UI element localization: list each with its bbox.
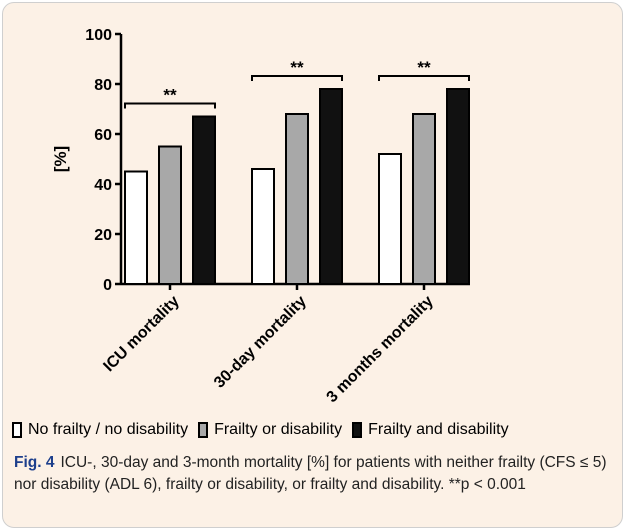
legend-label: Frailty or disability bbox=[214, 421, 343, 438]
significance-label: ** bbox=[417, 58, 431, 77]
bar bbox=[285, 113, 309, 285]
legend-item: Frailty or disability bbox=[198, 421, 342, 439]
significance-bracket bbox=[378, 75, 470, 81]
legend: No frailty / no disability Frailty or dis… bbox=[12, 419, 612, 441]
significance-bracket bbox=[251, 75, 343, 81]
legend-label: Frailty and disability bbox=[368, 421, 509, 438]
significance-label: ** bbox=[163, 86, 177, 105]
legend-item: Frailty and disability bbox=[352, 421, 509, 439]
figure-panel bbox=[2, 2, 623, 528]
x-tick-label: 3 months mortality bbox=[324, 293, 437, 406]
x-tick-label: ICU mortality bbox=[100, 293, 182, 375]
y-axis-label: [%] bbox=[51, 146, 70, 172]
bar bbox=[192, 115, 216, 285]
caption-text: ICU-, 30-day and 3-month mortality [%] f… bbox=[14, 454, 607, 493]
bar bbox=[412, 113, 436, 285]
bar bbox=[251, 168, 275, 285]
legend-label: No frailty / no disability bbox=[28, 421, 189, 438]
legend-swatch bbox=[12, 422, 22, 438]
y-tick-label: 80 bbox=[94, 77, 112, 94]
legend-item: No frailty / no disability bbox=[12, 421, 188, 439]
y-tick-label: 0 bbox=[103, 277, 112, 294]
significance-bracket bbox=[124, 102, 216, 109]
caption-label: Fig. 4 bbox=[14, 454, 55, 471]
bar bbox=[319, 88, 343, 285]
bar bbox=[378, 153, 402, 285]
figure-caption: Fig. 4 ICU-, 30-day and 3-month mortality… bbox=[14, 452, 612, 496]
bar bbox=[124, 170, 148, 285]
bar-chart: [%] 0 20 40 60 80 100 ICU mortality ** 30-day mor… bbox=[51, 27, 470, 406]
significance-label: ** bbox=[290, 58, 304, 77]
legend-swatch bbox=[352, 422, 363, 438]
bar bbox=[446, 88, 470, 285]
x-tick-label: 30-day mortality bbox=[211, 293, 310, 392]
y-tick-label: 100 bbox=[85, 27, 112, 44]
y-tick-label: 20 bbox=[94, 227, 112, 244]
bar bbox=[158, 145, 182, 285]
legend-swatch bbox=[198, 422, 209, 438]
y-tick-label: 60 bbox=[94, 127, 112, 144]
y-tick-label: 40 bbox=[94, 177, 112, 194]
